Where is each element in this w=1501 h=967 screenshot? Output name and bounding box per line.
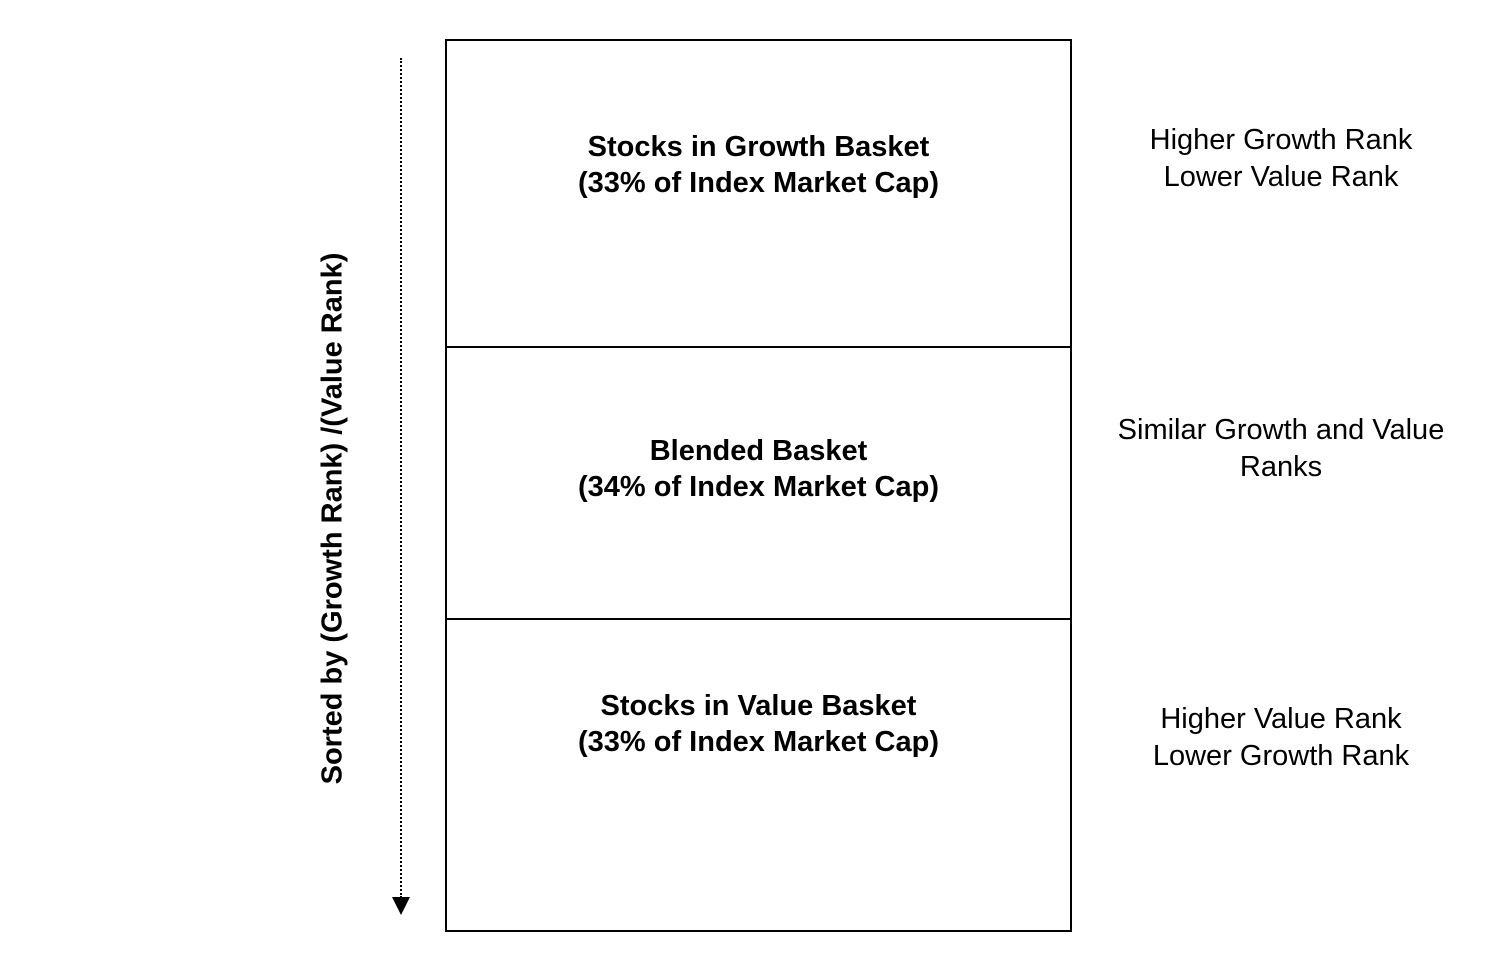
value-basket: Stocks in Value Basket (33% of Index Mar… bbox=[447, 620, 1070, 930]
value-basket-title: Stocks in Value Basket bbox=[600, 690, 917, 722]
sort-axis-label: Sorted by (Growth Rank) /(Value Rank) bbox=[316, 252, 349, 785]
value-rank-note-line2: Lower Growth Rank bbox=[1152, 740, 1410, 772]
growth-rank-note: Higher Growth Rank Lower Value Rank bbox=[1100, 122, 1462, 196]
growth-basket-title: Stocks in Growth Basket bbox=[587, 131, 930, 163]
value-rank-note-line1: Higher Value Rank bbox=[1160, 703, 1402, 735]
value-rank-note: Higher Value Rank Lower Growth Rank bbox=[1100, 701, 1462, 775]
value-basket-share: (33% of Index Market Cap) bbox=[578, 726, 939, 758]
growth-basket-share: (33% of Index Market Cap) bbox=[578, 167, 939, 199]
growth-rank-note-line2: Lower Value Rank bbox=[1163, 161, 1399, 193]
arrow-down-icon bbox=[392, 897, 410, 915]
blended-basket-share: (34% of Index Market Cap) bbox=[578, 471, 939, 503]
growth-rank-note-line1: Higher Growth Rank bbox=[1149, 124, 1413, 156]
basket-stack: Stocks in Growth Basket (33% of Index Ma… bbox=[445, 39, 1072, 932]
blended-basket-title: Blended Basket bbox=[649, 435, 868, 467]
similar-rank-note-line1: Similar Growth and Value bbox=[1117, 414, 1445, 446]
similar-rank-note-line2: Ranks bbox=[1239, 451, 1323, 483]
blended-basket: Blended Basket (34% of Index Market Cap) bbox=[447, 348, 1070, 620]
sort-arrow-line bbox=[400, 58, 402, 898]
growth-basket: Stocks in Growth Basket (33% of Index Ma… bbox=[447, 41, 1070, 348]
similar-rank-note: Similar Growth and Value Ranks bbox=[1100, 412, 1462, 486]
